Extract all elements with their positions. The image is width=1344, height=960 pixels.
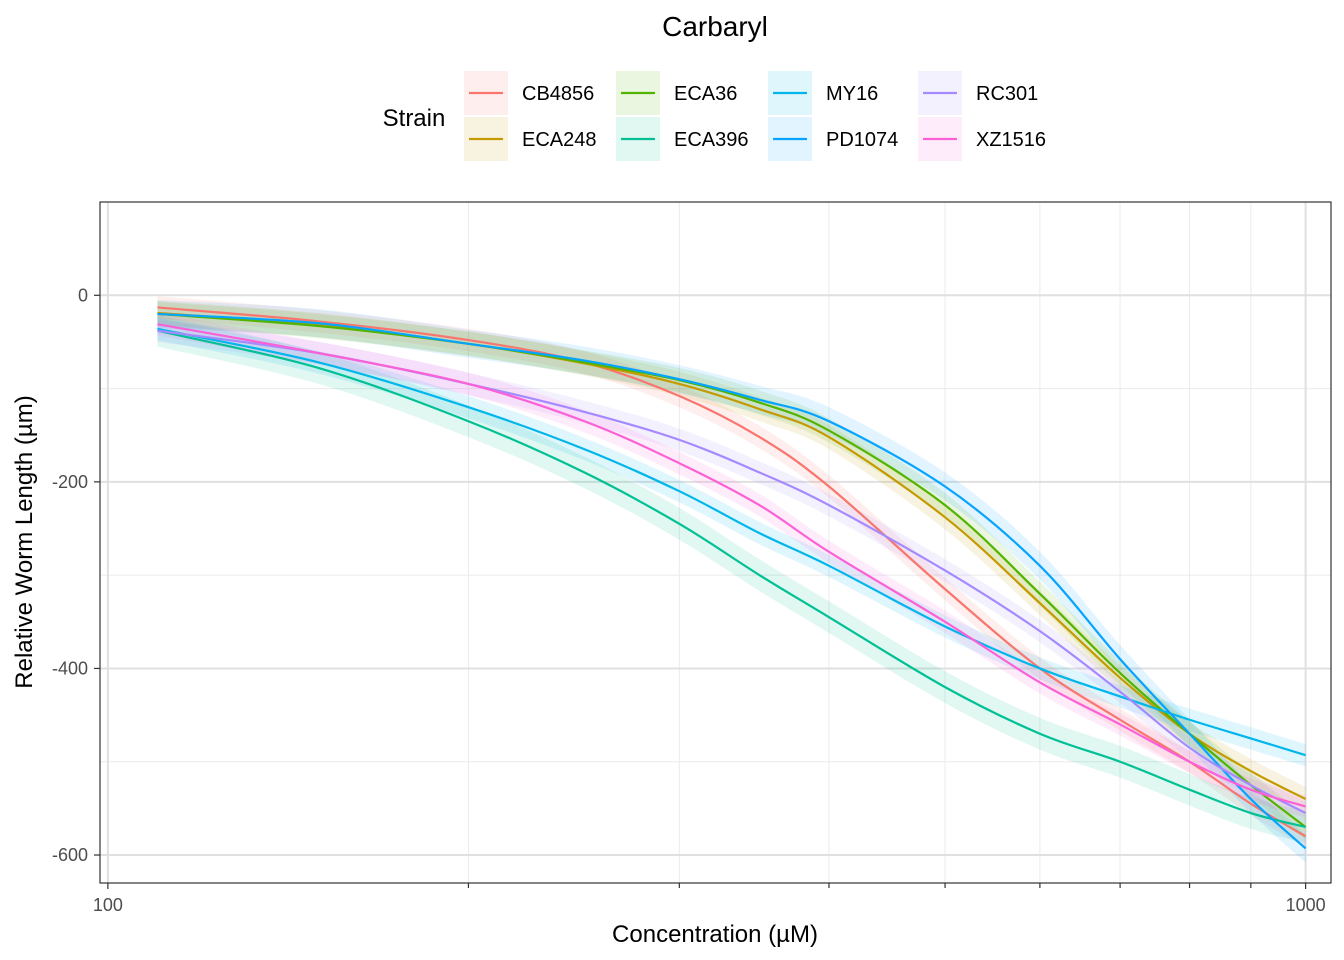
legend-label-eca36: ECA36 [674, 83, 737, 105]
legend-label-rc301: RC301 [976, 83, 1038, 105]
band-eca248 [157, 300, 1306, 812]
band-my16 [157, 317, 1306, 767]
grid-major [100, 202, 1331, 883]
legend-label-xz1516: XZ1516 [976, 129, 1046, 151]
x-axis-title: Concentration (µM) [612, 921, 818, 948]
band-xz1516 [157, 313, 1306, 818]
band-eca396 [157, 314, 1306, 843]
chart-title: Carbaryl [662, 11, 768, 42]
y-tick-label: -400 [52, 658, 88, 678]
grid-minor [100, 201, 1331, 883]
legend-label-eca248: ECA248 [522, 129, 597, 151]
line-xz1516 [157, 323, 1306, 808]
y-tick-label: -600 [52, 845, 88, 865]
line-pd1074 [157, 312, 1307, 850]
legend: CB4856 ECA248 ECA36 ECA396 MY16 PD1074 RC301 XZ… [464, 71, 1046, 161]
confidence-bands [157, 296, 1306, 863]
line-eca396 [157, 329, 1306, 829]
y-tick-label: 0 [78, 285, 88, 305]
line-cb4856 [157, 306, 1307, 838]
legend-label-pd1074: PD1074 [826, 129, 898, 151]
y-axis-title: Relative Worm Length (µm) [11, 395, 38, 688]
x-tick-label: 1000 [1286, 895, 1326, 915]
x-axis: 100 1000 [93, 883, 1326, 915]
legend-label-cb4856: CB4856 [522, 83, 594, 105]
y-tick-label: -200 [52, 472, 88, 492]
legend-label-my16: MY16 [826, 83, 878, 105]
legend-title: Strain [383, 105, 446, 132]
series-lines [157, 306, 1307, 850]
line-my16 [157, 327, 1306, 757]
x-tick-label: 100 [93, 895, 123, 915]
legend-label-eca396: ECA396 [674, 129, 749, 151]
y-axis: 0 -200 -400 -600 [52, 285, 100, 865]
panel-border [99, 201, 1332, 884]
